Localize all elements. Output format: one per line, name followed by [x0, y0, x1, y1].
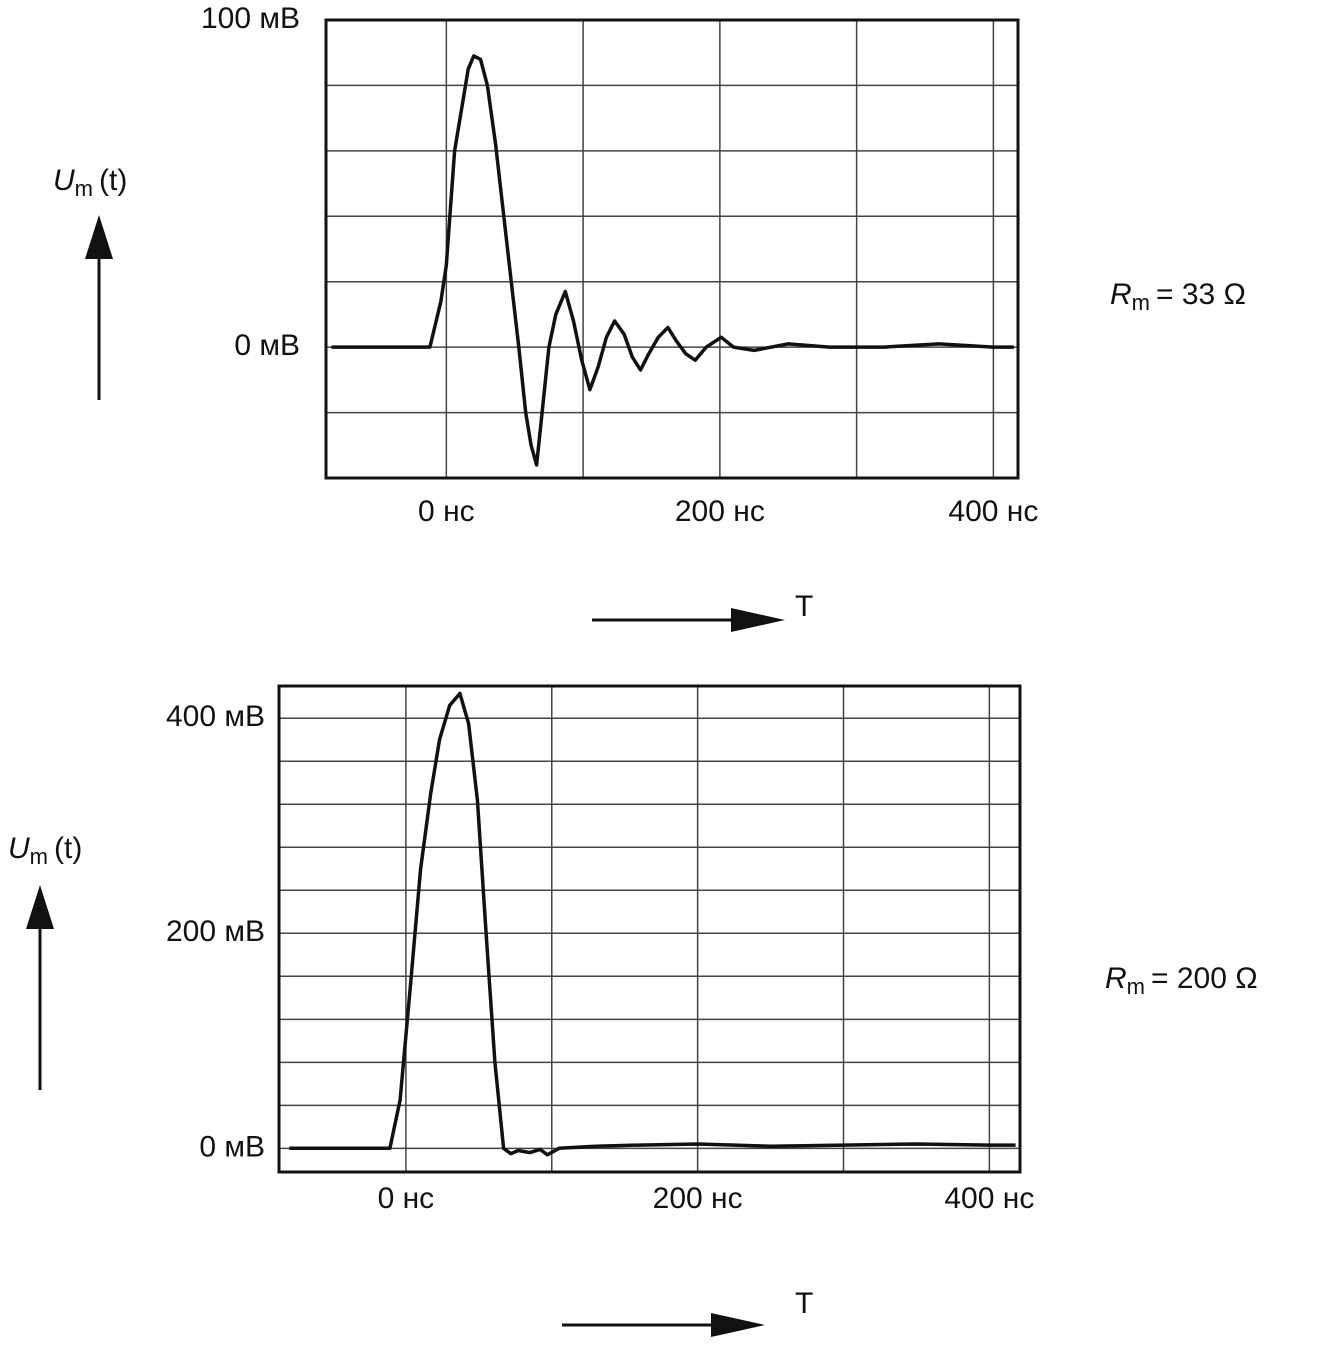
x-tick-label: 200 нс — [675, 495, 765, 528]
label-symbol: R — [1105, 962, 1127, 995]
label: Um (t) — [8, 832, 82, 869]
label: Um (t) — [53, 164, 127, 201]
x-tick-label: 400 нс — [944, 1182, 1034, 1215]
label-subscript: m — [75, 176, 93, 201]
plot-frame — [277, 684, 1022, 1174]
label-rest: (t) — [99, 164, 127, 197]
x-tick-label: 0 нс — [378, 1182, 435, 1215]
x-axis-label: T — [795, 590, 813, 623]
y-tick-label: 0 мВ — [234, 329, 300, 362]
y-tick-label: 200 мВ — [166, 915, 265, 948]
x-tick-label: 400 нс — [948, 495, 1038, 528]
x-axis-label: T — [795, 1287, 813, 1320]
x-arrow-head — [711, 1313, 765, 1337]
data-line — [289, 691, 1016, 1157]
label-rest: (t) — [54, 832, 82, 865]
label-symbol: U — [8, 832, 30, 865]
label-rest: = 200 Ω — [1151, 962, 1258, 995]
y-arrow-head — [26, 885, 54, 929]
label-subscript: m — [30, 844, 48, 869]
label-subscript: m — [1132, 290, 1150, 315]
label: Rm = 200 Ω — [1105, 962, 1258, 999]
plot-frame — [324, 18, 1020, 480]
y-tick-label: 0 мВ — [199, 1130, 265, 1163]
y-tick-label: 100 мВ — [201, 2, 300, 35]
label-rest: = 33 Ω — [1156, 278, 1246, 311]
label: Rm = 33 Ω — [1110, 278, 1246, 315]
label-symbol: R — [1110, 278, 1132, 311]
x-tick-label: 0 нс — [418, 495, 475, 528]
data-line — [331, 54, 1014, 467]
x-tick-label: 200 нс — [653, 1182, 743, 1215]
y-arrow-head — [85, 215, 113, 259]
y-tick-label: 400 мВ — [166, 700, 265, 733]
x-arrow-head — [731, 608, 785, 632]
label-subscript: m — [1127, 974, 1145, 999]
label-symbol: U — [53, 164, 75, 197]
